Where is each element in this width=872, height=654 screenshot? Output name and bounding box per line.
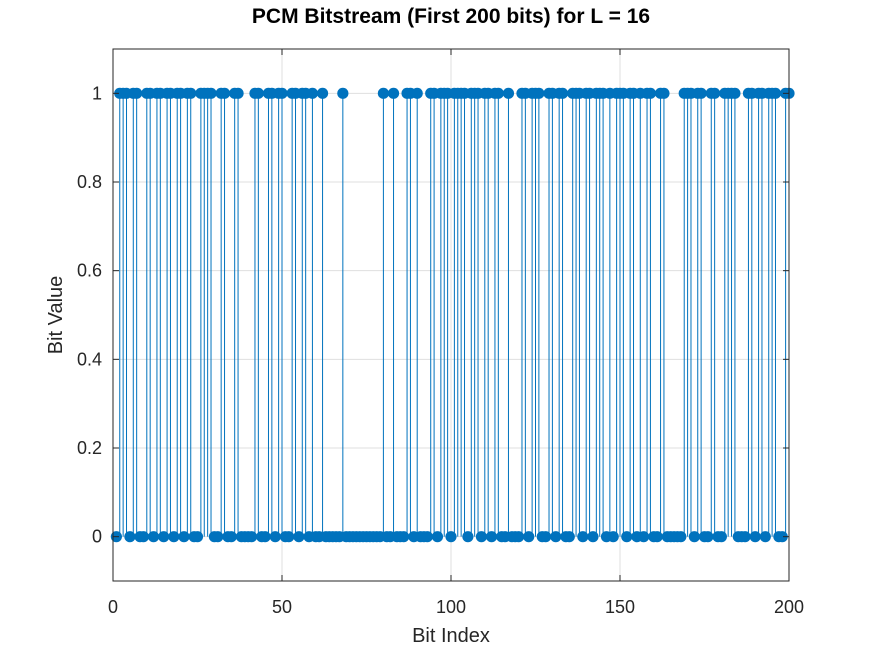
stem-marker — [502, 87, 515, 99]
x-tick-label: 0 — [108, 597, 118, 617]
stem-marker — [749, 531, 761, 543]
stem-marker — [131, 87, 143, 99]
stem-marker — [658, 87, 670, 99]
stem-marker — [776, 531, 788, 543]
stem-marker — [462, 531, 474, 543]
x-axis-label: Bit Index — [412, 625, 490, 647]
stem-marker — [587, 531, 599, 543]
stem-marker — [739, 531, 751, 543]
stem-marker — [191, 531, 204, 543]
stem-marker — [337, 87, 349, 99]
stem-marker — [178, 531, 190, 543]
stem-marker — [492, 87, 504, 99]
stem-marker — [377, 87, 389, 99]
stem-marker — [445, 531, 457, 543]
stem-marker — [259, 531, 271, 543]
stem-marker — [688, 531, 700, 543]
stem-marker — [137, 531, 150, 543]
y-tick-label: 0.8 — [77, 172, 102, 192]
stem-marker — [283, 531, 295, 543]
stem-marker — [550, 531, 562, 543]
stem-marker — [709, 87, 721, 99]
stem-marker — [759, 531, 771, 543]
stem-marker — [638, 531, 650, 543]
stem-marker — [212, 531, 224, 543]
y-tick-label: 0.4 — [77, 349, 102, 369]
stem-marker — [533, 87, 545, 99]
stem-marker — [252, 87, 264, 99]
y-tick-label: 0 — [92, 527, 102, 547]
stem-marker — [245, 531, 258, 543]
y-tick-label: 1 — [92, 83, 102, 103]
stem-marker — [485, 531, 498, 543]
stem-marker — [421, 531, 433, 543]
stem-marker — [398, 531, 410, 543]
stem-marker — [124, 531, 136, 543]
stem-marker — [651, 531, 663, 543]
y-tick-label: 0.2 — [77, 438, 102, 458]
stem-marker — [702, 531, 714, 543]
chart-title: PCM Bitstream (First 200 bits) for L = 1… — [252, 5, 650, 28]
stem-marker — [607, 531, 619, 543]
stem-marker — [306, 87, 319, 99]
stem-marker — [232, 87, 244, 99]
stem-marker — [523, 531, 535, 543]
stem-marker — [513, 531, 525, 543]
y-tick-label: 0.6 — [77, 261, 102, 281]
stem-marker — [556, 87, 569, 99]
stem-marker — [675, 531, 687, 543]
stem-marker — [293, 531, 305, 543]
stem-marker — [276, 87, 288, 99]
stem-marker — [387, 87, 400, 99]
stem-marker — [158, 531, 170, 543]
x-tick-label: 200 — [774, 597, 804, 617]
stem-marker — [729, 87, 741, 99]
stem-marker — [411, 87, 423, 99]
stem-marker — [225, 531, 237, 543]
stem-marker — [205, 87, 217, 99]
stem-marker — [168, 531, 180, 543]
stem-marker — [695, 87, 707, 99]
stem-lines — [119, 93, 790, 537]
stem-marker — [269, 531, 281, 543]
axis-ticks: 0 50 100 150 200 0 0.2 0.4 0.6 0.8 1 — [77, 49, 804, 617]
stem-marker — [147, 531, 160, 543]
stem-marker — [621, 531, 633, 543]
stem-marker — [769, 87, 782, 99]
stem-marker — [185, 87, 197, 99]
y-axis-label: Bit Value — [45, 276, 67, 355]
stem-marker — [316, 87, 329, 99]
stem-marker — [563, 531, 575, 543]
x-tick-label: 50 — [272, 597, 292, 617]
stem-marker — [431, 531, 444, 543]
stem-marker — [577, 531, 589, 543]
x-tick-label: 150 — [605, 597, 635, 617]
stem-marker — [475, 531, 488, 543]
stem-marker — [644, 87, 657, 99]
stem-marker — [540, 531, 552, 543]
stem-marker — [218, 87, 231, 99]
stem-marker — [715, 531, 728, 543]
x-tick-label: 100 — [436, 597, 466, 617]
